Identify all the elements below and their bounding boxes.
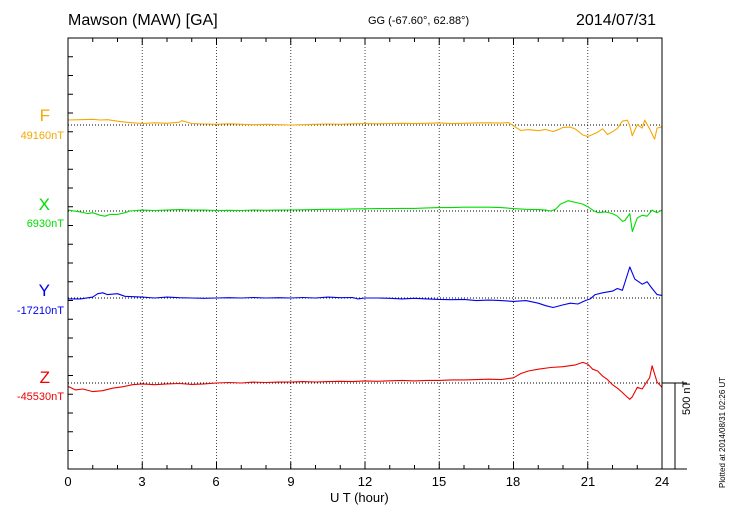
x-tick-label: 0 (64, 474, 72, 489)
baseline-label-f: 49160nT (20, 130, 64, 142)
component-label-y: Y (38, 281, 50, 300)
x-tick-label: 12 (357, 474, 373, 489)
x-tick-label: 15 (431, 474, 447, 489)
series-line-x (67, 200, 663, 233)
scale-bar-label: 500 nT (681, 380, 693, 415)
scale-bar (662, 382, 687, 470)
baseline-label-y: -17210nT (16, 305, 64, 317)
component-label-f: F (39, 106, 50, 125)
x-tick-label: 3 (138, 474, 146, 489)
x-tick-label: 24 (654, 474, 670, 489)
x-tick-label: 6 (212, 474, 220, 489)
station-title: Mawson (MAW) [GA] (68, 12, 218, 29)
baseline-label-z: -45530nT (16, 391, 64, 403)
series-line-f (67, 118, 663, 140)
component-label-z: Z (39, 368, 50, 387)
grid-lines (141, 38, 589, 469)
x-axis-label: U T (hour) (330, 490, 389, 505)
baseline-label-x: 6930nT (26, 218, 64, 230)
chart-date: 2014/07/31 (576, 12, 657, 29)
geographic-coordinates: GG (-67.60°, 62.88°) (368, 15, 470, 27)
series-line-z (67, 361, 663, 400)
component-label-x: X (38, 195, 50, 214)
series-lines (67, 118, 663, 400)
plotted-timestamp: Plotted at 2014/08/31 02:26 UT (718, 376, 727, 488)
x-tick-label: 9 (287, 474, 295, 489)
x-tick-label: 21 (580, 474, 596, 489)
axis-ticks (67, 38, 663, 469)
x-tick-label: 18 (505, 474, 521, 489)
series-line-y (68, 266, 663, 309)
